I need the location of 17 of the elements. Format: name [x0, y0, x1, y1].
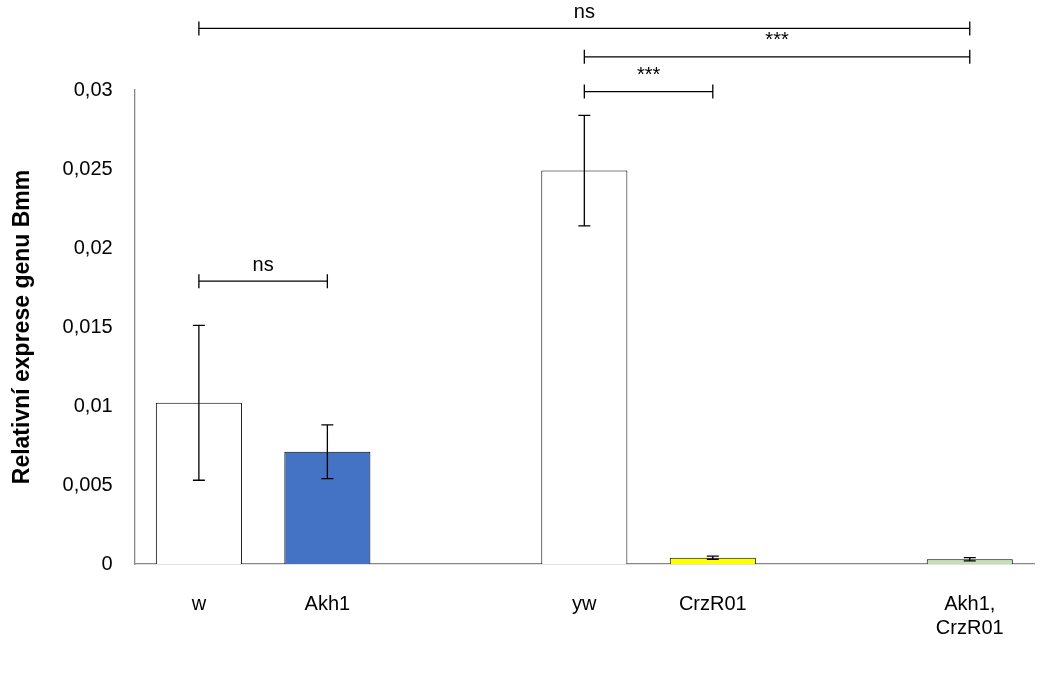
annotation: ns [252, 252, 274, 275]
y-tick-label: 0,02 [73, 235, 113, 258]
text: ns [573, 0, 595, 22]
x-tick-label: w [190, 591, 207, 614]
x-tick-label: CrzR01 [678, 591, 747, 614]
y-tick-label: 0,03 [73, 77, 113, 100]
x-tick-label: Akh1, CrzR01 [935, 591, 1004, 638]
y-tick-label: 0 [101, 551, 113, 574]
text: *** [636, 63, 661, 86]
y-tick-label: 0,005 [62, 472, 113, 495]
y-tick-label: 0,025 [62, 156, 113, 179]
y-tick-label: 0,01 [73, 393, 113, 416]
y-tick-label: 0,015 [62, 314, 113, 337]
text: *** [765, 28, 789, 51]
x-tick-label: Akh1 [304, 591, 351, 614]
y-axis-title: Relativní exprese genu Bmm [8, 169, 35, 485]
x-tick-label: yw [572, 591, 598, 614]
